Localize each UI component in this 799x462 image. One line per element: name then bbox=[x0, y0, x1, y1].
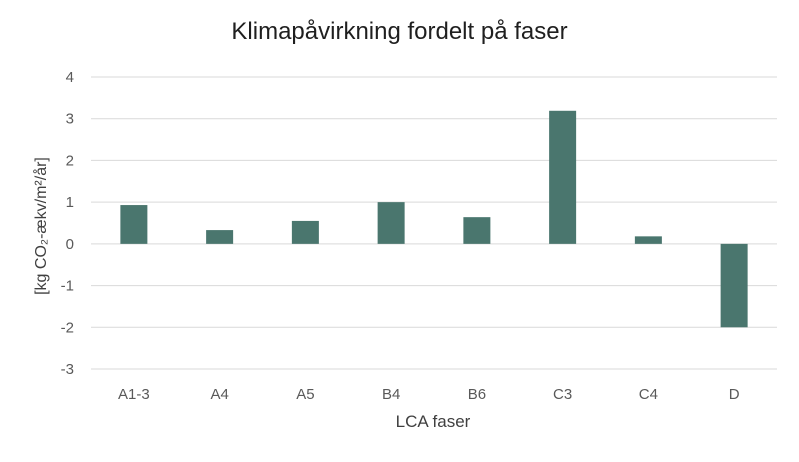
x-tick-label: A4 bbox=[210, 386, 228, 403]
bar-a1-3 bbox=[120, 205, 148, 244]
x-tick-label: C4 bbox=[639, 386, 658, 403]
chart-title: Klimapåvirkning fordelt på faser bbox=[231, 18, 568, 45]
x-axis-label: LCA faser bbox=[395, 412, 471, 431]
x-tick-label: B6 bbox=[468, 386, 486, 403]
x-tick-label: C3 bbox=[553, 386, 572, 403]
y-tick-label: -2 bbox=[61, 319, 74, 336]
y-tick-label: 4 bbox=[66, 69, 74, 86]
x-tick-label: A1-3 bbox=[118, 386, 150, 403]
y-axis-label: [kg CO₂-ækv/m²/år] bbox=[33, 157, 50, 295]
y-tick-label: 1 bbox=[66, 194, 74, 211]
bar-b6 bbox=[463, 217, 491, 244]
bar-a4 bbox=[206, 230, 234, 244]
y-tick-label: 0 bbox=[66, 236, 74, 253]
y-tick-label: -3 bbox=[61, 361, 74, 378]
x-tick-label: A5 bbox=[296, 386, 314, 403]
bar-c4 bbox=[634, 236, 662, 244]
bar-d bbox=[720, 243, 748, 328]
x-tick-label: B4 bbox=[382, 386, 400, 403]
bar-a5 bbox=[291, 220, 319, 244]
bar-c3 bbox=[549, 110, 577, 244]
y-tick-label: 2 bbox=[66, 152, 74, 169]
y-tick-label: -1 bbox=[61, 278, 74, 295]
y-tick-label: 3 bbox=[66, 111, 74, 128]
x-tick-label: D bbox=[729, 386, 740, 403]
bar-b4 bbox=[377, 202, 405, 244]
